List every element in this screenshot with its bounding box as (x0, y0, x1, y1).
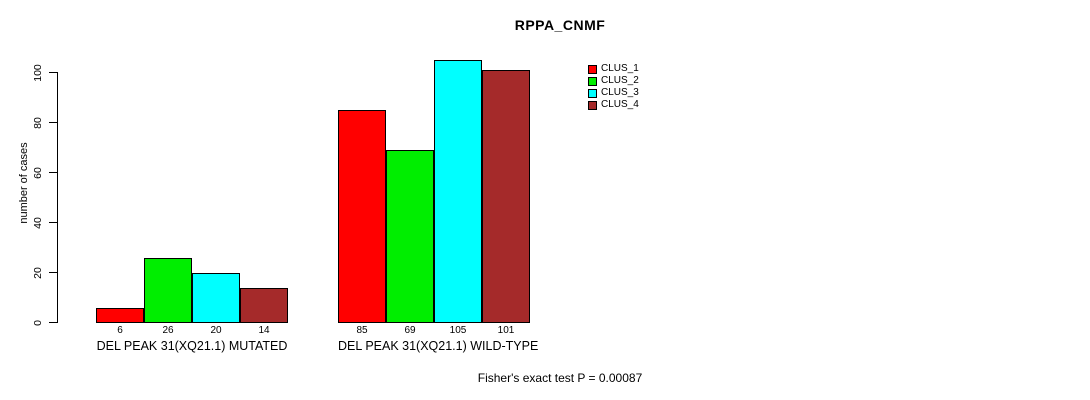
fisher-test-annotation: Fisher's exact test P = 0.00087 (477, 371, 643, 385)
y-tick (49, 172, 57, 173)
bar-value-label: 20 (210, 325, 222, 336)
bar-value-label: 14 (258, 325, 270, 336)
legend-item: CLUS_4 (588, 99, 639, 111)
y-tick (49, 222, 57, 223)
legend-item: CLUS_2 (588, 75, 639, 87)
y-tick (49, 272, 57, 273)
y-tick-label: 60 (32, 166, 44, 179)
y-tick-label: 40 (32, 216, 44, 229)
y-axis-label: number of cases (18, 142, 30, 224)
legend-label: CLUS_3 (601, 87, 639, 98)
y-tick-label: 0 (32, 319, 44, 326)
legend-swatch (588, 76, 597, 86)
bar-value-label: 85 (356, 325, 368, 336)
legend-item: CLUS_1 (588, 63, 639, 75)
legend-swatch (588, 88, 597, 98)
y-axis-line (57, 72, 58, 323)
bar (386, 150, 434, 323)
legend-item: CLUS_3 (588, 87, 639, 99)
bar (192, 273, 240, 323)
legend-label: CLUS_2 (601, 75, 639, 86)
legend-swatch (588, 100, 597, 110)
bar (434, 60, 482, 323)
bar (482, 70, 530, 323)
bar (144, 258, 192, 323)
bar-value-label: 6 (117, 325, 123, 336)
bar-value-label: 101 (497, 325, 515, 336)
legend-label: CLUS_4 (601, 99, 639, 110)
legend: CLUS_1 CLUS_2 CLUS_3 CLUS_4 (588, 63, 639, 111)
bar (240, 288, 288, 323)
group-label: DEL PEAK 31(XQ21.1) MUTATED (96, 339, 288, 353)
y-tick-label: 20 (32, 266, 44, 279)
bar-value-label: 26 (162, 325, 174, 336)
y-tick-label: 80 (32, 116, 44, 129)
y-tick (49, 72, 57, 73)
y-tick (49, 322, 57, 323)
group-label: DEL PEAK 31(XQ21.1) WILD-TYPE (338, 339, 539, 353)
bar (96, 308, 144, 323)
chart-title: RPPA_CNMF (514, 17, 606, 33)
legend-label: CLUS_1 (601, 63, 639, 74)
bar-value-label: 105 (449, 325, 467, 336)
bar-value-label: 69 (404, 325, 416, 336)
y-tick (49, 122, 57, 123)
bar (338, 110, 386, 323)
y-tick-label: 100 (32, 63, 44, 82)
legend-swatch (588, 64, 597, 74)
